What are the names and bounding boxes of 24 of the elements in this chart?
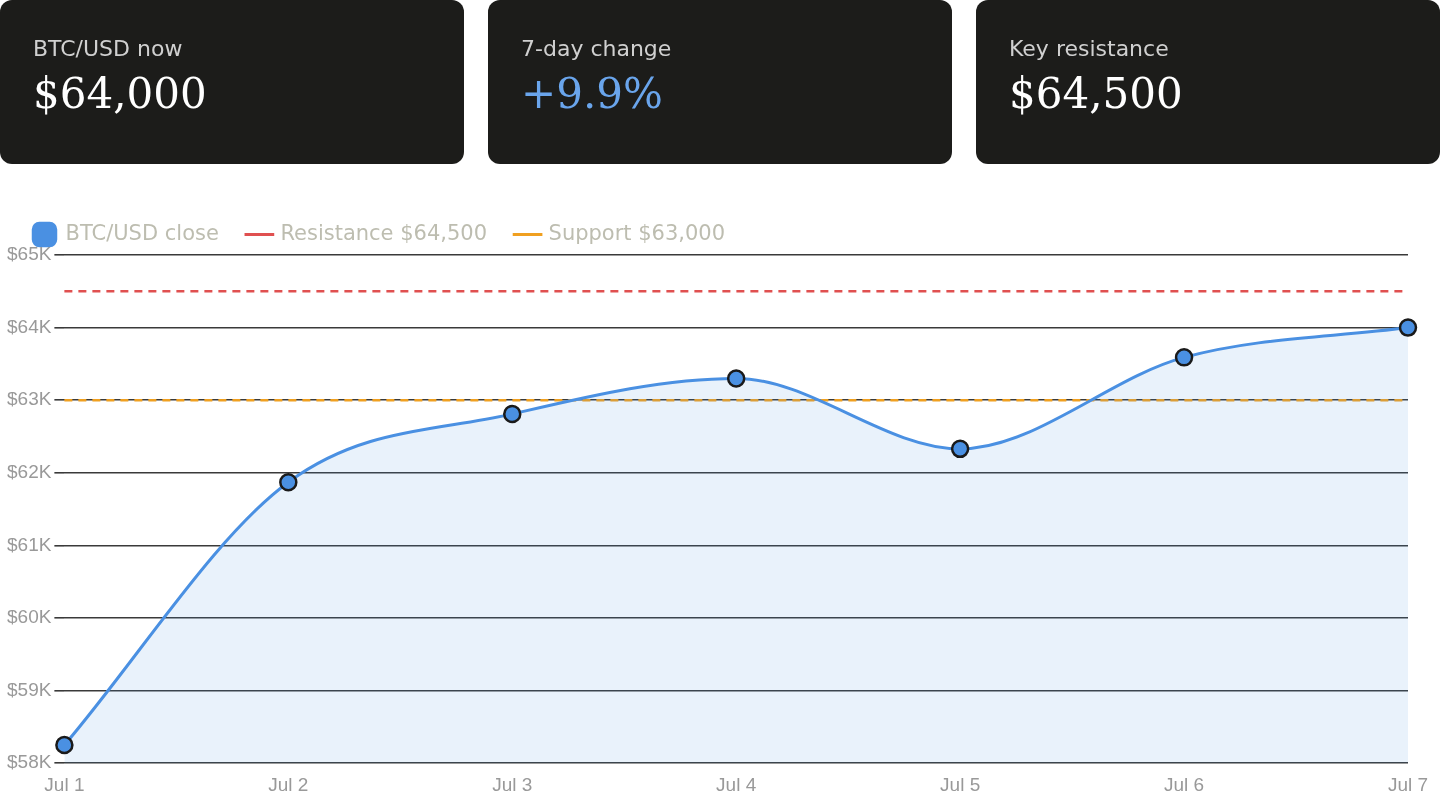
y-tick-label: $65K bbox=[7, 243, 52, 265]
y-tick-label: $59K bbox=[7, 678, 52, 700]
legend-label: Resistance $64,500 bbox=[280, 220, 488, 245]
y-tick-label: $60K bbox=[7, 606, 52, 628]
legend-label: BTC/USD close bbox=[65, 220, 219, 245]
y-tick-label: $61K bbox=[7, 533, 52, 555]
text: $64,500 bbox=[1009, 69, 1184, 118]
y-tick-label: $58K bbox=[7, 751, 52, 773]
x-tick-label: Jul 3 bbox=[492, 773, 533, 795]
text: BTC/USD now bbox=[33, 36, 184, 61]
legend-label: Support $63,000 bbox=[548, 220, 726, 245]
text: $64,000 bbox=[33, 69, 208, 118]
text: Key resistance bbox=[1009, 36, 1170, 61]
y-tick-label: $62K bbox=[7, 461, 52, 483]
x-tick-label: Jul 6 bbox=[1163, 773, 1205, 795]
text: 7-day change bbox=[521, 36, 673, 61]
x-tick-label: Jul 1 bbox=[44, 773, 85, 795]
x-tick-label: Jul 2 bbox=[268, 773, 309, 795]
x-tick-label: Jul 7 bbox=[1387, 773, 1429, 795]
y-tick-label: $63K bbox=[7, 388, 52, 410]
x-tick-label: Jul 4 bbox=[716, 773, 757, 795]
y-tick-label: $64K bbox=[7, 315, 52, 337]
x-tick-label: Jul 5 bbox=[940, 773, 981, 795]
text: +9.9% bbox=[521, 69, 664, 118]
